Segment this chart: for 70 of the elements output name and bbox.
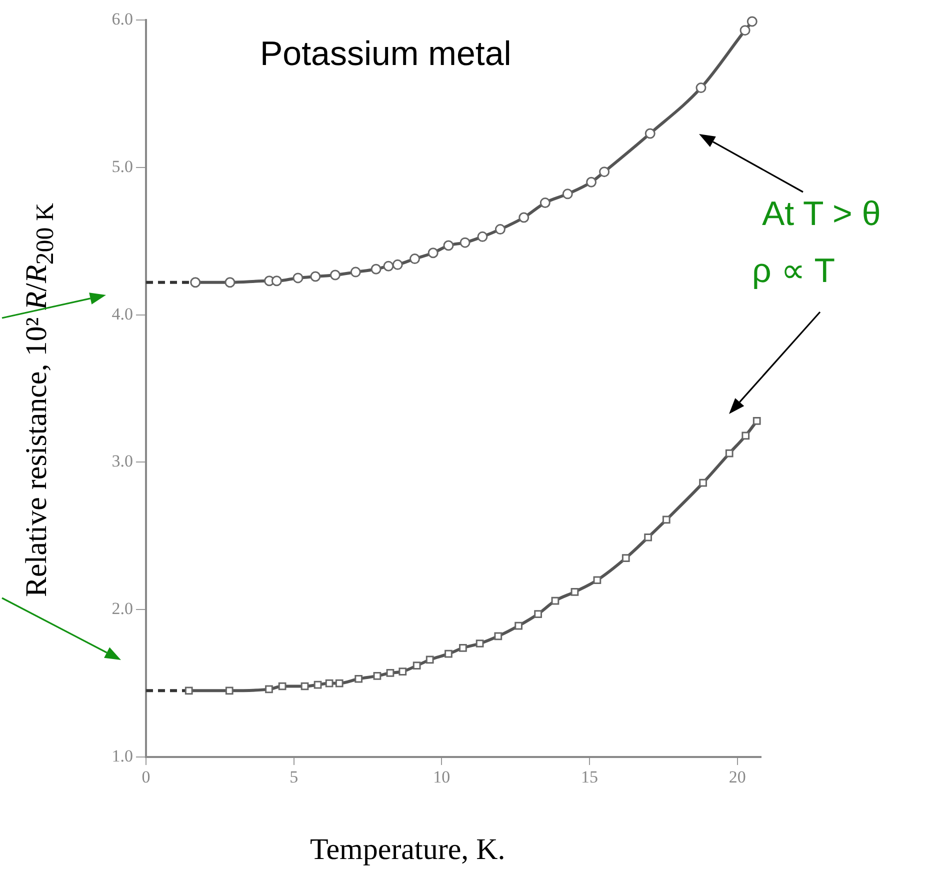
x-tick-label: 0 [142, 768, 150, 787]
point [459, 644, 467, 652]
point [699, 478, 707, 487]
point [335, 679, 344, 688]
point [184, 686, 193, 695]
point [314, 680, 322, 689]
point [662, 516, 670, 524]
point [477, 231, 488, 242]
point [292, 272, 304, 284]
point [224, 277, 236, 288]
x-axis-title: Temperature, K. [310, 833, 506, 867]
point [354, 674, 363, 683]
x-tick-label: 20 [728, 768, 746, 787]
point [752, 416, 761, 425]
point [392, 259, 403, 270]
point [593, 576, 602, 584]
point [271, 276, 282, 286]
point [725, 449, 734, 458]
point [300, 682, 309, 690]
y-tick-label: 3.0 [112, 452, 133, 471]
y-tick-label: 4.0 [112, 304, 133, 324]
point [373, 672, 382, 680]
point [540, 198, 550, 208]
y-tick-label: 2.0 [112, 599, 133, 618]
chart-title: Potassium metal [260, 35, 512, 74]
point [742, 432, 750, 440]
point [534, 610, 542, 618]
point [494, 224, 506, 235]
point [476, 640, 484, 648]
point [599, 166, 610, 178]
annotation: ρ ∝ T [752, 251, 836, 291]
y-tick-label: 6.0 [112, 9, 133, 28]
point [570, 588, 579, 596]
point [428, 248, 438, 258]
point [622, 554, 630, 562]
point [190, 277, 201, 288]
point [310, 271, 321, 282]
point [350, 266, 361, 278]
point [740, 25, 750, 36]
point [278, 682, 286, 690]
x-tick-label: 15 [581, 768, 598, 787]
point [412, 662, 421, 670]
x-tick-label: 5 [290, 768, 298, 787]
point [644, 533, 652, 542]
point [514, 622, 522, 630]
point [696, 82, 706, 94]
point [746, 16, 758, 27]
y-tick-label: 1.0 [112, 746, 133, 766]
point [551, 596, 560, 605]
point [644, 128, 656, 139]
point [444, 650, 452, 658]
point [386, 669, 394, 677]
point [562, 188, 573, 200]
point [494, 632, 502, 640]
x-tick-label: 10 [433, 768, 450, 787]
point [426, 656, 434, 664]
point [383, 260, 394, 272]
point [265, 685, 273, 694]
point [443, 240, 454, 251]
point [330, 270, 340, 280]
point [398, 668, 407, 676]
point [370, 264, 382, 274]
point [586, 176, 597, 188]
point [460, 237, 470, 248]
point [410, 254, 420, 264]
y-tick-label: 5.0 [112, 156, 133, 176]
point [225, 686, 234, 695]
point [518, 212, 530, 223]
text: At T > θ [762, 195, 881, 234]
point [325, 679, 334, 688]
